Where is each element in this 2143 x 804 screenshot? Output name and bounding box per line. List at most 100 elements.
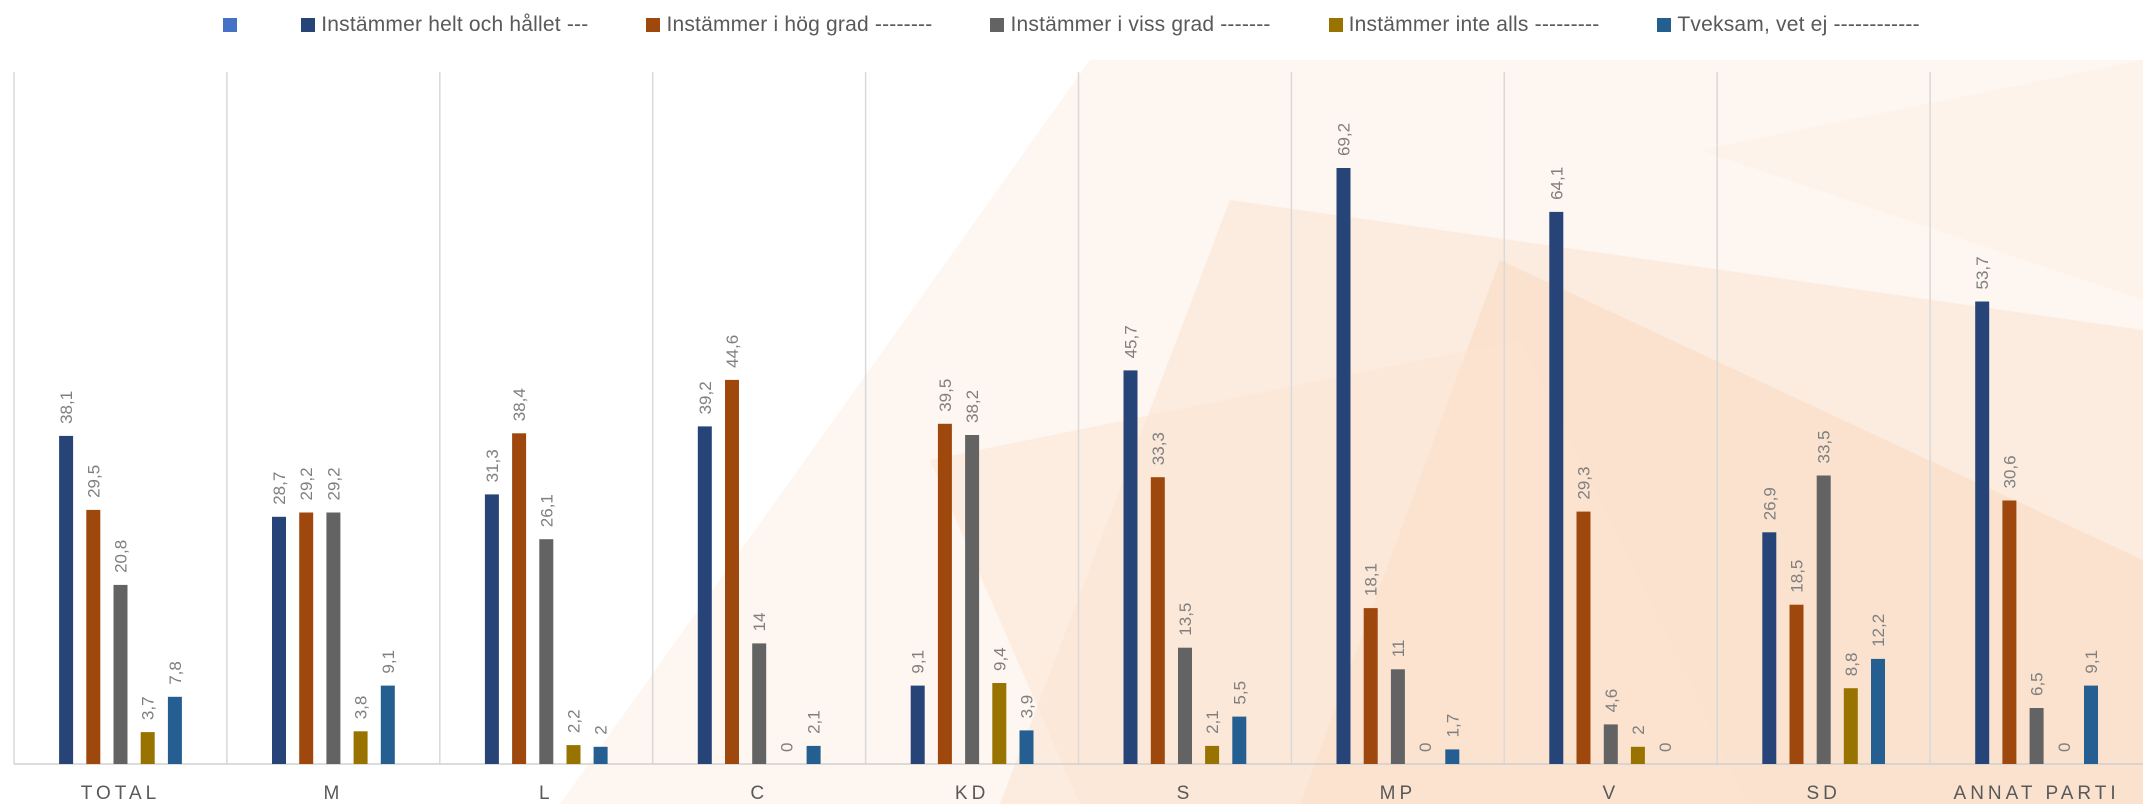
data-label: 38,1	[57, 391, 76, 424]
data-label: 26,9	[1760, 487, 1779, 520]
data-label: 3,8	[352, 696, 371, 720]
data-labels-group: 38,1 29,5 20,8 3,7 7,8 28,7 29,2 29,2 3,8 9,1 31,3…	[57, 123, 2101, 752]
category-tick-labels: TOTAL M L C KD S MP V SD ANNAT PARTI	[81, 783, 2120, 804]
bar-c-series-3	[752, 643, 767, 764]
legend-item-4: Instämmer inte alls ---------	[1328, 13, 1600, 37]
bar-sd-series-3	[1816, 475, 1831, 764]
bar-kd-series-2	[937, 423, 952, 764]
legend-swatch	[990, 18, 1005, 32]
bar-annat-parti-series-1	[1975, 301, 1990, 764]
data-label: 18,1	[1362, 563, 1381, 596]
data-label: 39,5	[936, 379, 955, 412]
data-label: 20,8	[112, 540, 131, 573]
bar-s-series-1	[1123, 370, 1138, 764]
legend-label: Instämmer helt och hållet ---	[321, 13, 589, 36]
bar-l-series-4	[566, 745, 581, 764]
category-tick-label: V	[1602, 783, 1619, 804]
category-tick-label: KD	[955, 783, 989, 804]
data-label: 14	[750, 612, 769, 631]
data-label: 2	[592, 725, 611, 734]
bar-m-series-2	[299, 512, 314, 764]
bar-l-series-5	[593, 746, 608, 764]
data-label: 3,9	[1018, 695, 1037, 719]
bar-s-series-5	[1232, 716, 1247, 764]
legend-item-1: Instämmer helt och hållet ---	[301, 13, 588, 37]
legend-item-3: Instämmer i viss grad -------	[990, 13, 1270, 37]
bar-m-series-1	[272, 516, 286, 764]
legend-swatch	[223, 18, 238, 32]
legend-swatch	[1328, 18, 1343, 32]
data-label: 9,4	[990, 647, 1009, 671]
data-label: 0	[777, 743, 796, 752]
bar-m-series-4	[353, 731, 368, 764]
data-label: 1,7	[1443, 714, 1462, 738]
bar-c-series-2	[725, 379, 739, 764]
category-tick-label: MP	[1380, 783, 1417, 804]
data-label: 69,2	[1335, 123, 1354, 156]
data-label: 9,1	[379, 650, 398, 674]
category-tick-label: ANNAT PARTI	[1954, 783, 2120, 804]
data-label: 26,1	[537, 494, 556, 527]
data-label: 44,6	[723, 335, 742, 368]
bar-s-series-2	[1150, 477, 1165, 764]
legend-label: Tveksam, vet ej ------------	[1677, 13, 1920, 36]
data-label: 30,6	[2000, 455, 2019, 488]
data-label: 9,1	[909, 650, 928, 674]
category-tick-label: S	[1177, 783, 1194, 804]
bar-m-series-5	[380, 685, 395, 764]
bar-annat-parti-series-3	[2029, 708, 2044, 764]
legend-swatch	[1657, 18, 1672, 32]
bar-v-series-1	[1549, 211, 1564, 764]
bar-v-series-4	[1630, 746, 1645, 764]
legend-swatch	[646, 18, 661, 32]
data-label: 9,1	[2082, 650, 2101, 674]
legend-label: Instämmer i viss grad -------	[1010, 13, 1271, 36]
bar-total-series-5	[167, 696, 182, 764]
data-label: 7,8	[166, 661, 185, 685]
legend-swatch	[301, 18, 316, 32]
bar-mp-series-5	[1445, 749, 1460, 764]
bar-annat-parti-series-2	[2002, 500, 2017, 764]
bar-mp-series-2	[1363, 608, 1378, 764]
data-label: 12,2	[1869, 614, 1888, 647]
bar-s-series-4	[1205, 745, 1220, 764]
data-label: 29,2	[324, 467, 343, 500]
data-label: 38,2	[963, 390, 982, 423]
bar-kd-series-5	[1019, 730, 1034, 764]
data-label: 18,5	[1788, 560, 1807, 593]
data-label: 0	[2055, 743, 2074, 752]
data-label: 0	[1416, 743, 1435, 752]
data-label: 13,5	[1176, 603, 1195, 636]
bar-l-series-1	[484, 494, 499, 764]
bar-sd-series-4	[1843, 688, 1858, 764]
data-label: 0	[1656, 743, 1675, 752]
data-label: 8,8	[1842, 653, 1861, 677]
data-label: 64,1	[1547, 167, 1566, 200]
bar-mp-series-3	[1390, 669, 1405, 764]
data-label: 39,2	[696, 381, 715, 414]
bars-group	[59, 168, 2098, 764]
category-tick-label: M	[323, 783, 343, 804]
category-tick-label: TOTAL	[81, 783, 160, 804]
category-tick-label: L	[539, 783, 554, 804]
data-label: 29,2	[297, 467, 316, 500]
bar-annat-parti-series-5	[2084, 685, 2098, 764]
data-label: 6,5	[2028, 672, 2047, 696]
data-label: 5,5	[1230, 681, 1249, 705]
legend-label: Instämmer i hög grad --------	[666, 13, 933, 36]
data-label: 45,7	[1122, 325, 1141, 358]
legend-item-2: Instämmer i hög grad --------	[646, 13, 932, 37]
bar-s-series-3	[1178, 647, 1192, 764]
data-label: 31,3	[483, 449, 502, 482]
bar-sd-series-5	[1871, 658, 1885, 764]
data-label: 2	[1629, 725, 1648, 734]
bar-total-series-3	[113, 584, 128, 764]
data-label: 2,1	[1203, 710, 1222, 734]
bar-sd-series-1	[1762, 532, 1777, 764]
data-label: 53,7	[1973, 256, 1992, 289]
bar-kd-series-1	[910, 685, 925, 764]
data-label: 33,5	[1815, 430, 1834, 463]
chart-legend: Instämmer helt och hållet --- Instämmer i…	[0, 10, 2143, 40]
data-label: 29,3	[1575, 467, 1594, 500]
